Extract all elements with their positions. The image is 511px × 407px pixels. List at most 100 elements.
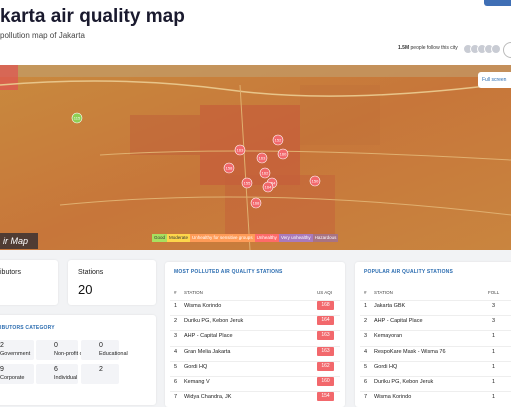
marker-label: 158: [226, 166, 233, 171]
followers-count: 3: [492, 303, 496, 309]
map[interactable]: 115 154 163 163 160 162 164 168 150 155 158 152: [0, 65, 511, 250]
row-rank: 3: [364, 333, 368, 340]
row-rank: 5: [364, 363, 368, 370]
station-marker[interactable]: [277, 148, 289, 160]
marker-label: 164: [265, 185, 272, 190]
station-name: Widya Chandra, JK: [184, 394, 232, 401]
category-box: [36, 364, 78, 384]
station-name: Gran Melia Jakarta: [184, 348, 231, 355]
table-title: MOST POLLUTED AIR QUALITY STATIONS: [174, 269, 283, 275]
row-rank: 6: [174, 379, 178, 385]
station-marker[interactable]: [250, 197, 262, 209]
marker-label: 152: [275, 138, 282, 143]
header: [0, 0, 511, 65]
category-label: Government: [0, 351, 31, 357]
row-divider: [360, 376, 511, 377]
followers-count: 1.5M: [398, 45, 410, 51]
station-marker[interactable]: [71, 112, 83, 124]
category-box: [0, 340, 34, 360]
category-box: [81, 364, 119, 384]
row-rank: 7: [174, 394, 178, 401]
legend-item: Hazardous: [312, 234, 339, 242]
aqi-badge: 154: [317, 392, 334, 402]
popular-card: [355, 262, 511, 407]
category-count: 9: [0, 366, 4, 373]
row-rank: 1: [364, 303, 368, 309]
station-name: Duriku PG, Kebon Jeruk: [184, 318, 244, 325]
category-card: [0, 315, 156, 405]
station-marker[interactable]: [272, 134, 284, 146]
followers-count: 1: [492, 333, 496, 340]
aqi-badge: 163: [317, 331, 334, 341]
full-screen-button[interactable]: Full screen: [478, 72, 511, 88]
markers: 115 154 163 163 160 162 164 168 150 155 158 152: [71, 112, 321, 209]
station-marker[interactable]: [241, 177, 253, 189]
road: [59, 84, 511, 250]
station-marker[interactable]: [234, 144, 246, 156]
station-name: RespoKare Mask - Wisma 76: [374, 348, 446, 355]
marker-label: 168: [253, 201, 260, 206]
map-logo: ir Map: [0, 233, 38, 249]
stations-card: [68, 260, 156, 305]
marker-label: 163: [237, 148, 244, 153]
followers-count: 1: [492, 363, 496, 370]
marker-label: 155: [244, 181, 251, 186]
station-name: AHP - Capital Place: [374, 318, 423, 325]
marker-label: 150: [312, 179, 319, 184]
followers: 1.5M people follow this city: [398, 45, 458, 51]
aqi-badge: 168: [317, 301, 334, 310]
row-divider: [360, 345, 511, 347]
legend-item: Unhealthy for sensitive groups: [190, 234, 255, 242]
top-button[interactable]: [484, 0, 511, 6]
category-box: [81, 340, 119, 360]
row-rank: 4: [174, 348, 178, 355]
station-marker[interactable]: [256, 152, 268, 164]
sea: [0, 65, 511, 77]
category-box: [36, 340, 78, 360]
row-rank: 3: [174, 333, 178, 340]
category-count: 2: [0, 342, 4, 349]
row-rank: 7: [364, 394, 368, 401]
row-divider: [170, 360, 340, 362]
station-marker[interactable]: [262, 181, 274, 193]
page-title: karta air quality map: [0, 6, 185, 27]
map-area: [0, 65, 18, 90]
page-subtitle: pollution map of Jakarta: [0, 31, 85, 40]
station-marker[interactable]: [309, 175, 321, 187]
marker-label: 154: [269, 181, 276, 186]
station-marker[interactable]: [259, 167, 271, 179]
row-divider: [170, 300, 340, 301]
legend-item: Good: [152, 234, 168, 242]
row-rank: 6: [364, 379, 368, 385]
column-header: #: [174, 290, 177, 295]
marker-label: 160: [280, 152, 287, 157]
row-divider: [170, 315, 340, 317]
station-marker[interactable]: [223, 162, 235, 174]
aqi-badge: 160: [317, 377, 334, 386]
category-count: 2: [99, 366, 103, 373]
category-count: 0: [99, 342, 103, 349]
column-header: FOLL: [488, 290, 500, 295]
legend-item: Moderate: [167, 234, 191, 242]
aqi-badge: 162: [317, 361, 334, 371]
station-name: Wisma Korindo: [184, 303, 222, 309]
road: [0, 80, 511, 97]
category-label: Individual: [54, 375, 78, 381]
station-name: Kemayoran: [374, 333, 403, 340]
station-name: Jakarta GBK: [374, 303, 406, 309]
followers-count: 1: [492, 348, 496, 355]
station-name: Wisma Korindo: [374, 394, 412, 401]
map-area: [300, 85, 380, 145]
polluted-card: [165, 262, 345, 407]
legend-item: Very unhealthy: [278, 234, 313, 242]
category-count: 0: [54, 342, 58, 349]
aqi-badge: 163: [317, 346, 334, 356]
marker-label: 163: [259, 156, 266, 161]
column-header: US AQI: [317, 290, 333, 295]
column-header: STATION: [374, 290, 393, 295]
followers-count: 1: [492, 379, 496, 385]
stations-value: 20: [78, 282, 93, 297]
column-header: STATION: [184, 290, 203, 295]
row-rank: 2: [174, 318, 178, 325]
